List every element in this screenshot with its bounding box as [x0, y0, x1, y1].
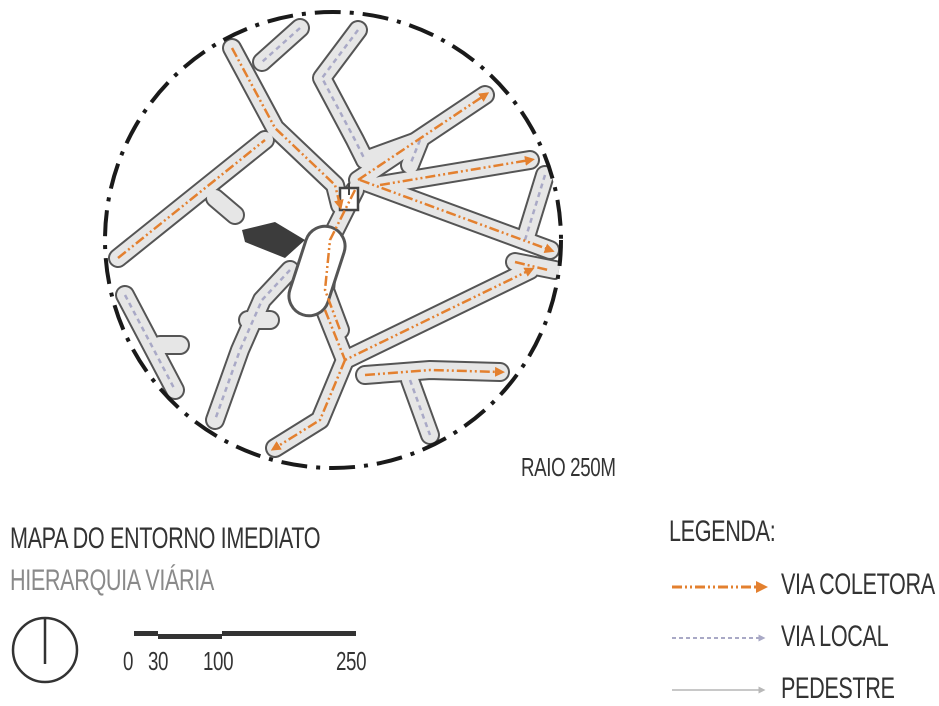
- scale-tick-250: 250: [336, 646, 367, 676]
- north-arrow-icon: [11, 616, 79, 684]
- via-coletora-lines: [117, 47, 555, 451]
- site-lot: [242, 222, 305, 258]
- via-local-lines: [123, 27, 547, 436]
- radius-label: RAIO 250M: [521, 452, 616, 482]
- scale-bar: [134, 631, 356, 639]
- scale-tick-30: 30: [148, 646, 169, 676]
- legend-label-local: VIA LOCAL: [781, 620, 889, 653]
- map-subtitle: HIERARQUIA VIÁRIA: [10, 564, 214, 597]
- scale-tick-0: 0: [123, 646, 134, 676]
- central-square: [287, 183, 360, 318]
- map-title: MAPA DO ENTORNO IMEDIATO: [10, 522, 321, 555]
- scale-tick-100: 100: [203, 646, 234, 676]
- legend-symbols: [672, 581, 768, 694]
- radius-boundary: [103, 10, 563, 470]
- legend-label-coletora: VIA COLETORA: [781, 568, 935, 601]
- legend-title: LEGENDA:: [669, 515, 776, 548]
- legend-label-pedestre: PEDESTRE: [781, 672, 895, 705]
